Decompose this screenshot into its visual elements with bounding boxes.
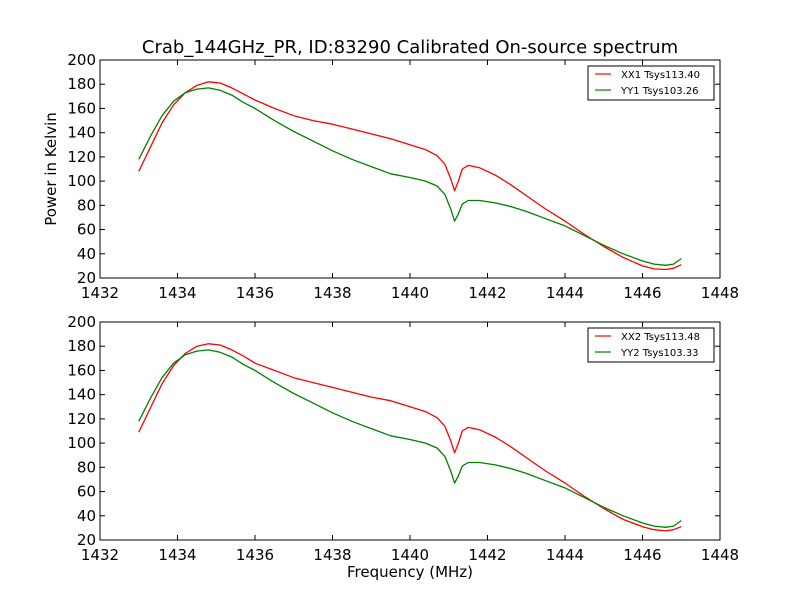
lower-x-tick-label: 1434 (158, 546, 196, 564)
upper-x-tick-label: 1434 (158, 284, 196, 302)
lower-y-tick-label: 100 (67, 434, 96, 452)
lower-x-tick-label: 1446 (623, 546, 661, 564)
lower-series-lines (138, 343, 682, 532)
upper-plot-panel: 1432 1434 1436 1438 1440 1442 1444 1446 1448 20 4… (67, 51, 739, 302)
lower-x-tick-label: 1432 (81, 546, 119, 564)
lower-x-tick-label: 1448 (701, 546, 739, 564)
lower-x-tick-label: 1438 (313, 546, 351, 564)
lower-y-tick-label: 140 (67, 386, 96, 404)
legend-label-xx2: XX2 Tsys113.48 (621, 332, 700, 343)
lower-series-line-xx (138, 343, 682, 532)
upper-x-axis: 1432 1434 1436 1438 1440 1442 1444 1446 1448 (81, 60, 739, 302)
chart-title: Crab_144GHz_PR, ID:83290 Calibrated On-s… (142, 37, 678, 58)
legend-label-xx1: XX1 Tsys113.40 (621, 70, 700, 81)
lower-y-tick-label: 120 (67, 410, 96, 428)
upper-y-tick-label: 100 (67, 172, 96, 190)
lower-legend: XX2 Tsys113.48 YY2 Tsys103.33 (587, 327, 715, 363)
lower-plot-panel: 1432 1434 1436 1438 1440 1442 1444 1446 1448 20 4… (67, 313, 739, 564)
upper-y-tick-label: 40 (77, 245, 96, 263)
lower-y-tick-label: 80 (77, 458, 96, 476)
upper-x-tick-label: 1442 (468, 284, 506, 302)
upper-legend: XX1 Tsys113.40 YY1 Tsys103.26 (587, 65, 715, 101)
upper-y-axis: 20 40 60 80 100 120 140 160 180 200 (67, 51, 720, 287)
upper-series-lines (138, 81, 682, 271)
upper-x-tick-label: 1436 (236, 284, 274, 302)
upper-y-tick-label: 160 (67, 99, 96, 117)
upper-y-tick-label: 80 (77, 196, 96, 214)
lower-y-tick-label: 40 (77, 507, 96, 525)
upper-x-tick-label: 1444 (546, 284, 584, 302)
upper-x-tick-label: 1446 (623, 284, 661, 302)
legend-label-yy2: YY2 Tsys103.33 (620, 348, 699, 359)
upper-y-tick-label: 120 (67, 148, 96, 166)
lower-x-axis: 1432 1434 1436 1438 1440 1442 1444 1446 1448 (81, 322, 739, 564)
lower-y-tick-label: 160 (67, 361, 96, 379)
upper-x-tick-label: 1438 (313, 284, 351, 302)
upper-y-tick-label: 140 (67, 124, 96, 142)
upper-series-line-yy (138, 87, 682, 266)
lower-y-tick-label: 20 (77, 531, 96, 549)
lower-y-tick-label: 180 (67, 337, 96, 355)
upper-x-tick-label: 1432 (81, 284, 119, 302)
lower-x-tick-label: 1444 (546, 546, 584, 564)
upper-y-tick-label: 180 (67, 75, 96, 93)
upper-legend-box (587, 65, 715, 101)
lower-series-line-yy (138, 349, 682, 528)
lower-legend-box (587, 327, 715, 363)
lower-x-tick-label: 1442 (468, 546, 506, 564)
lower-x-tick-label: 1440 (391, 546, 429, 564)
lower-y-tick-label: 200 (67, 313, 96, 331)
upper-series-line-xx (138, 81, 682, 271)
lower-x-tick-label: 1436 (236, 546, 274, 564)
legend-label-yy1: YY1 Tsys103.26 (620, 86, 699, 97)
upper-x-tick-label: 1440 (391, 284, 429, 302)
upper-x-tick-label: 1448 (701, 284, 739, 302)
upper-y-tick-label: 200 (67, 51, 96, 69)
lower-y-tick-label: 60 (77, 483, 96, 501)
y-axis-label: Power in Kelvin (42, 112, 60, 226)
upper-y-tick-label: 20 (77, 269, 96, 287)
lower-y-axis: 20 40 60 80 100 120 140 160 180 200 (67, 313, 720, 549)
x-axis-label: Frequency (MHz) (347, 563, 473, 581)
upper-y-tick-label: 60 (77, 221, 96, 239)
